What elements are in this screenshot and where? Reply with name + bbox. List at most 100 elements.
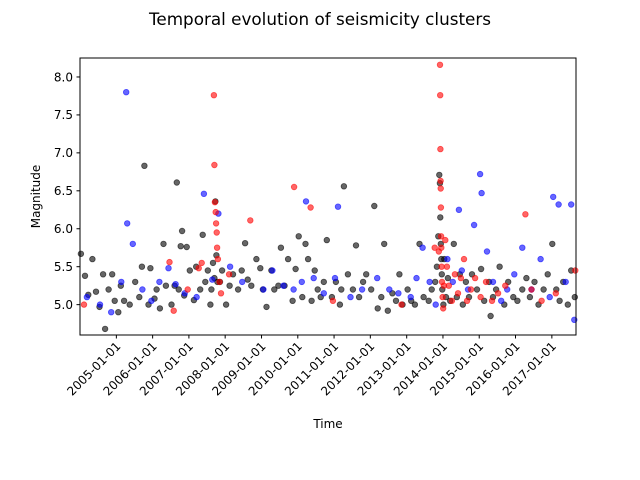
scatter-point-black (355, 293, 363, 301)
scatter-point-blue (165, 265, 172, 272)
scatter-point-blue (156, 278, 163, 286)
scatter-point-red (494, 290, 502, 297)
scatter-point-red (457, 274, 465, 282)
scatter-point-black (526, 293, 534, 301)
scatter-point-blue (511, 271, 518, 278)
scatter-point-blue (334, 203, 342, 210)
scatter-point-black (257, 265, 264, 272)
scatter-point-blue (331, 274, 339, 282)
scatter-point-red (437, 177, 444, 185)
scatter-point-black (359, 278, 367, 286)
scatter-point-black (344, 271, 352, 278)
scatter-point-blue (118, 278, 125, 286)
scatter-point-black (141, 162, 148, 169)
scatter-point-red (198, 259, 205, 267)
scatter-point-red (445, 282, 452, 289)
scatter-point-blue (209, 276, 216, 283)
scatter-point-blue (444, 255, 451, 263)
scatter-point-black (374, 305, 381, 312)
scatter-point-red (80, 301, 88, 308)
scatter-point-black (338, 286, 345, 293)
scatter-point-black (218, 267, 226, 274)
scatter-point-red (398, 301, 405, 308)
scatter-point-black (425, 297, 432, 304)
scatter-point-black (186, 267, 193, 274)
scatter-point-black (540, 286, 547, 293)
scatter-point-red (572, 267, 579, 274)
scatter-point-blue (426, 278, 433, 286)
scatter-point-black (523, 274, 530, 282)
scatter-point-black (108, 271, 116, 278)
y-tick-label: 8.0 (54, 70, 73, 84)
scatter-point-red (290, 183, 298, 191)
y-tick-label: 6.5 (54, 184, 73, 198)
scatter-point-blue (489, 278, 497, 286)
scatter-point-black (177, 242, 184, 250)
scatter-point-blue (122, 88, 130, 96)
scatter-point-black (241, 239, 249, 247)
y-axis: 5.0 5.5 6.0 6.5 7.0 7.5 8.0 (54, 70, 80, 312)
scatter-point-black (336, 301, 344, 308)
scatter-point-red (451, 271, 459, 278)
scatter-point-black (77, 250, 85, 257)
scatter-point-black (131, 278, 139, 286)
scatter-point-red (488, 297, 496, 304)
scatter-point-red (439, 293, 446, 301)
scatter-point-red (212, 220, 220, 227)
scatter-point-black (284, 255, 292, 263)
x-axis-label: Time (312, 417, 342, 431)
scatter-point-black (514, 297, 521, 304)
scatter-point-black (428, 286, 435, 293)
scatter-point-red (471, 274, 479, 282)
scatter-point-black (147, 265, 154, 272)
scatter-point-black (178, 227, 186, 235)
scatter-point-black (160, 240, 167, 248)
scatter-point-black (244, 276, 251, 283)
scatter-point-black (432, 278, 439, 286)
y-tick-label: 5.5 (54, 260, 73, 274)
scatter-point-blue (562, 278, 569, 286)
scatter-point-black (277, 244, 285, 251)
scatter-point-red (213, 229, 220, 236)
y-tick-label: 6.0 (54, 222, 73, 236)
scatter-point-black (222, 301, 230, 308)
scatter-point-blue (347, 293, 354, 301)
scatter-point-red (437, 233, 445, 240)
scatter-point-red (166, 258, 173, 266)
scatter-point-red (437, 185, 444, 192)
scatter-point-red (437, 145, 444, 153)
scatter-point-blue (550, 193, 557, 201)
scatter-point-black (299, 293, 306, 301)
scatter-point-black (295, 233, 302, 240)
scatter-point-black (156, 305, 164, 312)
scatter-point-black (437, 214, 444, 221)
scatter-point-blue (555, 201, 562, 208)
scatter-point-black (136, 293, 143, 301)
scatter-point-blue (374, 274, 381, 282)
scatter-point-blue (483, 248, 491, 255)
scatter-point-red (170, 307, 177, 314)
scatter-point-red (247, 217, 254, 224)
scatter-point-blue (302, 198, 310, 205)
scatter-point-red (454, 290, 462, 297)
scatter-point-red (217, 290, 225, 297)
scatter-point-black (153, 286, 160, 293)
scatter-point-black (120, 297, 128, 304)
scatter-point-black (510, 293, 517, 301)
scatter-point-black (371, 202, 378, 210)
scatter-point-black (411, 301, 419, 308)
scatter-point-blue (407, 293, 414, 301)
scatter-point-black (462, 278, 470, 286)
scatter-point-red (482, 278, 490, 286)
scatter-point-red (213, 244, 221, 251)
scatter-point-blue (320, 290, 327, 297)
scatter-point-black (304, 255, 312, 263)
axes-frame (79, 57, 577, 336)
scatter-point-red (307, 204, 314, 211)
scatter-point-red (463, 297, 471, 304)
scatter-point-blue (269, 267, 276, 274)
scatter-point-black (487, 312, 494, 320)
scatter-point-black (564, 301, 571, 308)
scatter-point-black (204, 267, 211, 274)
